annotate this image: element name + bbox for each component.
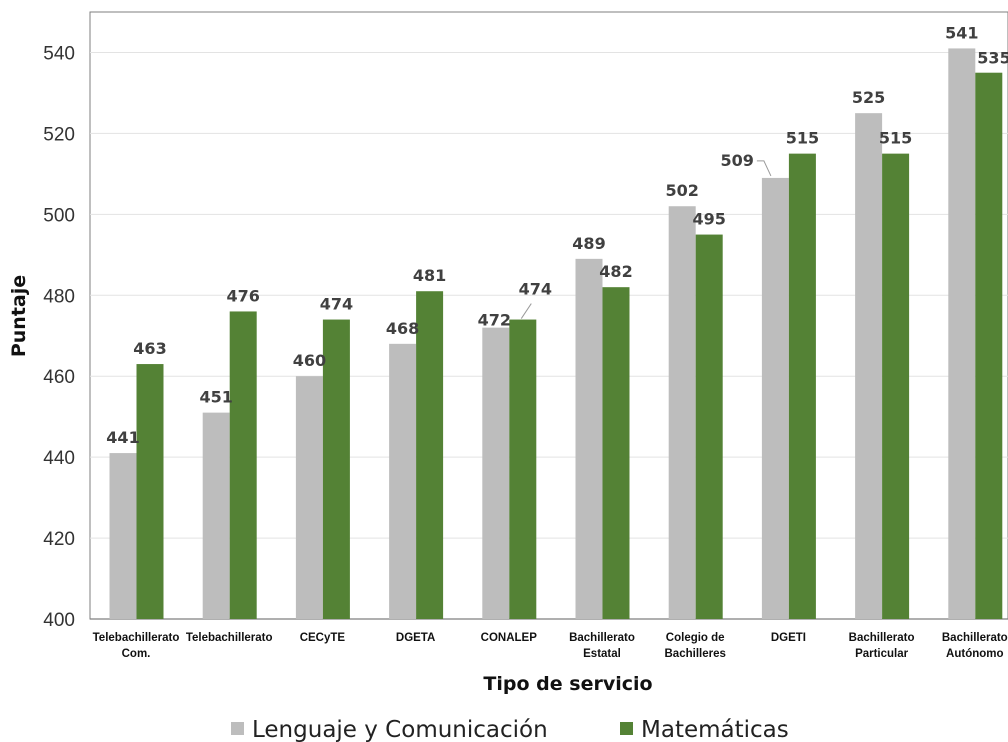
bar-lenguaje <box>668 206 696 620</box>
bar-matematicas <box>229 311 257 619</box>
data-label-lenguaje: 509 <box>720 151 753 170</box>
bar-matematicas <box>882 153 910 619</box>
y-tick-label: 420 <box>43 529 75 550</box>
y-tick-label: 400 <box>43 610 75 631</box>
bar-lenguaje <box>855 113 883 620</box>
data-label-matematicas: 535 <box>977 49 1008 68</box>
x-tick-label: Telebachillerato <box>186 632 273 644</box>
data-label-lenguaje: 472 <box>478 311 511 330</box>
x-axis-title: Tipo de servicio <box>483 673 652 695</box>
x-tick-label: Telebachillerato <box>93 632 180 644</box>
data-label-matematicas: 495 <box>692 210 725 229</box>
bar-matematicas <box>322 319 350 619</box>
legend-label: Lenguaje y Comunicación <box>252 717 548 742</box>
data-label-lenguaje: 541 <box>945 23 978 42</box>
y-tick-label: 480 <box>43 286 75 307</box>
x-tick-label: Bachillerato <box>569 632 635 644</box>
data-label-lenguaje: 468 <box>386 319 419 338</box>
bar-lenguaje <box>482 327 510 619</box>
x-tick-label: Bachillerato <box>849 632 915 644</box>
y-tick-label: 500 <box>43 205 75 226</box>
leader-line <box>520 303 532 319</box>
y-axis-title: Puntaje <box>8 275 30 357</box>
data-label-lenguaje: 502 <box>665 181 698 200</box>
bar-matematicas <box>788 153 816 619</box>
legend-label: Matemáticas <box>641 717 789 742</box>
x-tick-label: Autónomo <box>946 648 1003 660</box>
bar-matematicas <box>136 364 164 619</box>
bar-matematicas <box>602 287 630 619</box>
data-label-matematicas: 515 <box>786 129 819 148</box>
data-label-matematicas: 476 <box>226 286 259 305</box>
bar-matematicas <box>509 319 537 619</box>
data-label-lenguaje: 460 <box>293 351 326 370</box>
x-tick-label: CONALEP <box>481 632 538 644</box>
legend-swatch <box>231 722 244 735</box>
bar-lenguaje <box>295 376 323 619</box>
data-label-matematicas: 515 <box>879 129 912 148</box>
x-tick-label: Bachillerato <box>942 632 1008 644</box>
bar-lenguaje <box>948 48 976 620</box>
data-label-lenguaje: 451 <box>199 388 232 407</box>
bar-lenguaje <box>202 412 230 619</box>
data-label-matematicas: 481 <box>413 266 446 285</box>
x-tick-label: Particular <box>855 648 909 660</box>
bar-lenguaje <box>109 453 137 619</box>
data-label-matematicas: 482 <box>599 262 632 281</box>
y-tick-label: 440 <box>43 448 75 469</box>
x-tick-label: Com. <box>122 648 151 660</box>
x-tick-label: Estatal <box>583 648 621 660</box>
bar-lenguaje <box>389 343 417 619</box>
x-tick-label: CECyTE <box>300 632 346 644</box>
data-label-matematicas: 463 <box>133 339 166 358</box>
legend-swatch <box>620 722 633 735</box>
data-label-lenguaje: 441 <box>106 428 139 447</box>
y-tick-label: 460 <box>43 367 75 388</box>
bar-lenguaje <box>761 177 789 619</box>
data-label-matematicas: 474 <box>519 280 552 299</box>
data-label-lenguaje: 489 <box>572 234 605 253</box>
x-tick-label: Bachilleres <box>665 648 726 660</box>
leader-line <box>756 160 772 177</box>
x-tick-label: DGETA <box>396 632 435 644</box>
x-tick-label: Colegio de <box>666 632 725 644</box>
data-label-lenguaje: 525 <box>852 88 885 107</box>
data-label-matematicas: 474 <box>320 295 353 314</box>
bar-lenguaje <box>575 258 603 619</box>
bar-matematicas <box>416 291 444 619</box>
y-tick-label: 540 <box>43 43 75 64</box>
bar-matematicas <box>695 234 723 620</box>
y-tick-label: 520 <box>43 124 75 145</box>
x-tick-label: DGETI <box>771 632 806 644</box>
bar-matematicas <box>975 72 1003 619</box>
